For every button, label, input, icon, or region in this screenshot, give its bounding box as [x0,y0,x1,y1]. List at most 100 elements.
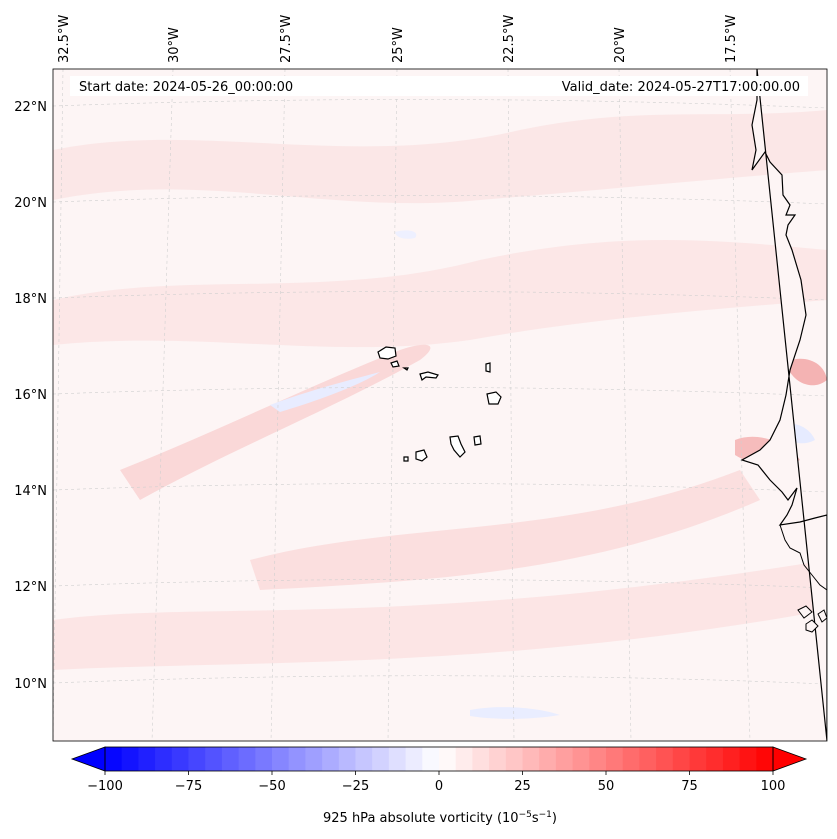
colorbar-block [622,747,640,771]
meridian-27-5w [270,69,286,741]
colorbar-block [455,747,473,771]
date-annotation-box [70,76,808,96]
colorbar-block [138,747,156,771]
meridian-25w [387,69,398,741]
colorbar-block [422,747,440,771]
map-panel: Start date: 2024-05-26_00:00:00 Valid_da… [14,15,828,742]
island-santa-luzia [402,367,409,371]
colorbar-block [221,747,240,771]
colorbar-block [255,747,273,771]
colorbar-tick-label: 0 [435,779,443,794]
colorbar-label-main: 925 hPa absolute vorticity (10 [323,811,519,826]
meridian-22-5w [507,69,515,741]
colorbar-block [722,747,741,771]
lat-label-18n: 18°N [14,292,47,307]
colorbar-block [171,747,189,771]
colorbar-extend-min [70,746,106,772]
colorbar-label-mid: s [532,811,539,826]
lat-label-16n: 16°N [14,388,47,403]
colorbar-tick-label: 50 [598,779,615,794]
colorbar-block [756,747,774,771]
parallel-16n [53,387,827,397]
lon-label-22-5w: 22.5°W [502,15,517,63]
colorbar-tick-label: −25 [342,779,369,794]
colorbar-tick-label: −100 [87,779,123,794]
colorbar-block [372,747,390,771]
lat-label-12n: 12°N [14,580,47,595]
lat-label-20n: 20°N [14,196,47,211]
colorbar-block [489,747,507,771]
negative-vorticity-streak [270,372,380,412]
colorbar-block [555,747,574,771]
vorticity-southern-band [250,470,760,590]
colorbar-tick-label: −50 [258,779,285,794]
island-boa-vista [486,391,502,405]
island-santo-antao [377,346,397,360]
colorbar-blocks [105,747,774,771]
island-sal [485,362,491,373]
colorbar-block [589,747,607,771]
colorbar-extend-max [772,746,808,772]
colorbar-block [472,747,490,771]
start-date-label: Start date: 2024-05-26_00:00:00 [79,80,293,95]
vorticity-band-mid [53,240,827,348]
negative-vorticity-streak-4 [395,230,417,239]
colorbar-block [706,747,724,771]
parallel-18n [53,291,827,301]
colorbar: −100 −75 −50 −25 0 25 50 75 100 925 hPa absolute… [70,746,808,826]
island-sao-nicolau [419,371,439,381]
island-maio [473,435,482,446]
colorbar-block [572,747,590,771]
colorbar-block [672,747,690,771]
west-africa-coastline [740,69,827,741]
colorbar-block [305,747,323,771]
colorbar-block [388,747,407,771]
colorbar-tick-label: 25 [514,779,531,794]
parallel-20n [53,195,827,205]
colorbar-block [338,747,356,771]
island-santiago [449,435,466,458]
lon-label-17-5w: 17.5°W [724,15,739,63]
map-frame [52,68,828,742]
parallel-14n [53,483,827,493]
lon-label-32-5w: 32.5°W [57,15,72,63]
meridian-30w [151,69,174,741]
colorbar-block [606,747,624,771]
colorbar-block [105,747,123,771]
colorbar-block [238,747,256,771]
colorbar-block [188,747,206,771]
cape-verde-islands [377,346,502,462]
valid-date-label: Valid_date: 2024-05-27T17:00:00.00 [562,80,800,95]
colorbar-block [405,747,423,771]
colorbar-label: 925 hPa absolute vorticity (10−5s−1) [323,810,557,826]
colorbar-block [439,747,457,771]
latitude-labels: 22°N 20°N 18°N 16°N 14°N 12°N 10°N [14,100,47,692]
colorbar-block [505,747,523,771]
island-sao-vicente [390,360,400,368]
island-brava [403,456,409,462]
vorticity-band-north [53,110,827,204]
colorbar-label-exp2: −1 [539,810,552,820]
negative-vorticity-streak-2 [470,707,560,719]
lat-label-14n: 14°N [14,484,47,499]
colorbar-ticks: −100 −75 −50 −25 0 25 50 75 100 [87,771,785,794]
colorbar-block [355,747,373,771]
colorbar-block [522,747,540,771]
lon-label-25w: 25°W [391,27,406,63]
island-fogo [415,449,428,462]
colorbar-block [322,747,340,771]
meridian-20w [618,69,632,741]
colorbar-block [739,747,757,771]
parallel-10n [53,675,827,685]
vorticity-field [53,69,827,741]
colorbar-block [121,747,139,771]
lon-label-27-5w: 27.5°W [279,15,294,63]
graticule [53,69,827,741]
colorbar-block [639,747,657,771]
meridian-32-5w [53,69,64,741]
colorbar-block [205,747,223,771]
colorbar-label-end: ) [552,811,557,826]
colorbar-block [656,747,674,771]
lon-label-30w: 30°W [167,27,182,63]
